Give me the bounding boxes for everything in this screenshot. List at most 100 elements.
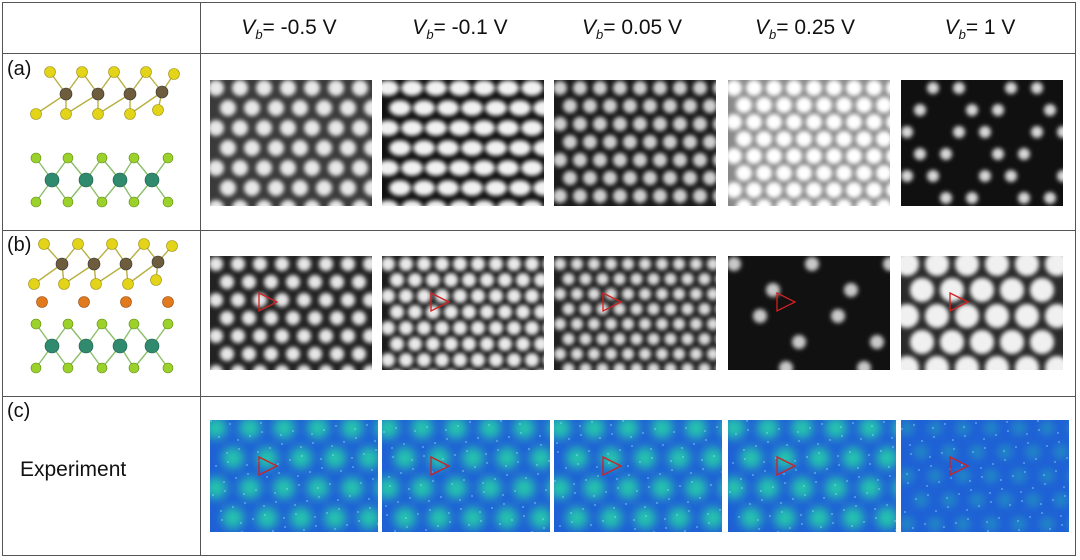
noise-pixel	[226, 452, 228, 454]
noise-pixel	[212, 494, 214, 496]
noise-pixel	[687, 501, 689, 503]
noise-pixel	[579, 425, 581, 427]
lattice-spot	[417, 289, 431, 303]
noise-pixel	[499, 523, 501, 525]
lattice-spot	[444, 273, 458, 287]
sulfur-atom	[30, 108, 42, 120]
lattice-spot	[562, 303, 575, 315]
noise-pixel	[708, 522, 710, 524]
lattice-spot	[275, 365, 289, 370]
triangle-marker	[258, 455, 279, 477]
lattice-spot	[653, 153, 667, 167]
noise-pixel	[676, 514, 678, 516]
noise-pixel	[682, 456, 684, 458]
lattice-spot	[593, 153, 607, 167]
lattice-spot	[728, 477, 745, 499]
noise-pixel	[306, 500, 308, 502]
noise-pixel	[545, 489, 547, 491]
lattice-spot	[573, 117, 587, 131]
lattice-spot	[461, 180, 483, 196]
noise-pixel	[757, 519, 759, 521]
noise-pixel	[645, 515, 647, 517]
lattice-spot	[220, 140, 236, 156]
lattice-spot	[579, 363, 592, 370]
noise-pixel	[829, 439, 831, 441]
noise-pixel	[933, 436, 935, 438]
noise-pixel	[237, 439, 239, 441]
stm-image-panel	[554, 420, 722, 532]
noise-pixel	[986, 521, 988, 523]
lattice-spot	[673, 189, 687, 203]
noise-pixel	[568, 438, 570, 440]
noise-pixel	[459, 499, 461, 501]
stm-image-panel	[382, 256, 544, 370]
lattice-spot	[622, 348, 634, 360]
noise-pixel	[670, 460, 672, 462]
noise-pixel	[644, 506, 646, 508]
lattice-spot	[623, 135, 637, 149]
noise-pixel	[975, 422, 977, 424]
column-header-1: Vb= -0.5 V	[206, 10, 372, 46]
metal-atom	[78, 172, 94, 188]
lattice-spot	[953, 82, 965, 94]
noise-pixel	[857, 467, 859, 469]
lattice-spot	[543, 356, 544, 364]
noise-pixel	[705, 439, 707, 441]
lattice-spot	[953, 126, 965, 138]
lattice-spot	[736, 131, 752, 147]
row-label-b: (b)	[7, 234, 32, 256]
lattice-spot	[702, 507, 722, 529]
noise-pixel	[729, 491, 731, 493]
sulfur-atom	[58, 278, 70, 290]
noise-pixel	[577, 463, 579, 465]
noise-pixel	[764, 470, 766, 472]
lattice-spot	[364, 180, 372, 196]
lattice-spot	[1055, 446, 1067, 458]
lattice-spot	[653, 189, 667, 203]
sulfur-atom	[124, 108, 136, 120]
noise-pixel	[953, 448, 955, 450]
lattice-spot	[519, 369, 527, 370]
noise-pixel	[969, 480, 971, 482]
lattice-spot	[358, 507, 378, 529]
noise-pixel	[950, 477, 952, 479]
lattice-spot	[275, 293, 289, 307]
lattice-spot	[471, 289, 485, 303]
lattice-spot	[239, 477, 261, 499]
lattice-spot	[886, 115, 890, 129]
noise-pixel	[918, 469, 920, 471]
lattice-spot	[290, 447, 312, 469]
lattice-spot	[603, 99, 617, 113]
lattice-spot	[401, 80, 423, 96]
lattice-spot	[563, 99, 577, 113]
noise-pixel	[1040, 503, 1042, 505]
lattice-spot	[352, 80, 368, 96]
lattice-spot	[1027, 446, 1039, 458]
lattice-spot	[273, 477, 295, 499]
lattice-spot	[516, 273, 530, 287]
noise-pixel	[846, 480, 848, 482]
lattice-spot	[656, 258, 668, 270]
noise-pixel	[571, 521, 573, 523]
triangle-marker	[258, 291, 279, 313]
lattice-spot	[583, 135, 597, 149]
noise-pixel	[543, 527, 545, 529]
noise-pixel	[318, 496, 320, 498]
noise-pixel	[806, 456, 808, 458]
noise-pixel	[987, 530, 989, 532]
stm-image-panel	[901, 256, 1063, 370]
lattice-spot	[341, 365, 355, 370]
lattice-spot	[681, 333, 694, 345]
lattice-spot	[728, 257, 741, 271]
lattice-spot	[985, 518, 997, 530]
noise-pixel	[332, 454, 334, 456]
lattice-spot	[816, 165, 832, 181]
noise-pixel	[761, 499, 763, 501]
lattice-spot	[613, 333, 626, 345]
lattice-spot	[449, 80, 471, 96]
noise-pixel	[627, 465, 629, 467]
chalcogen-atom	[162, 152, 174, 164]
noise-pixel	[693, 443, 695, 445]
stm-image-panel	[901, 80, 1063, 206]
lattice-spot	[316, 140, 332, 156]
